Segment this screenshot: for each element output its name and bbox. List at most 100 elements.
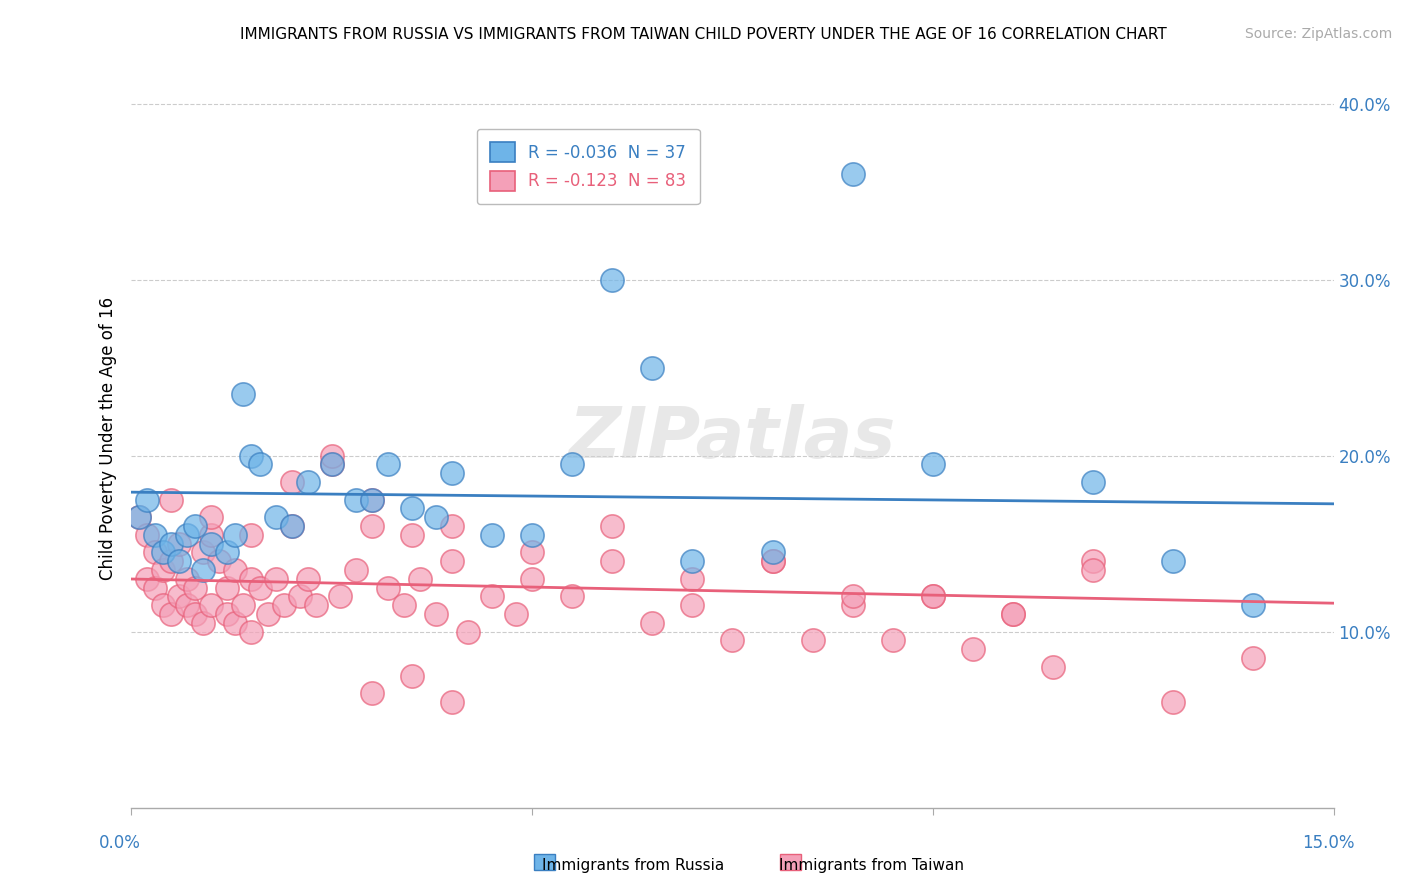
Point — [344, 563, 367, 577]
Point — [409, 572, 432, 586]
Point — [329, 590, 352, 604]
Point — [1243, 651, 1265, 665]
Point — [160, 607, 183, 621]
Point — [176, 572, 198, 586]
Point — [457, 624, 479, 639]
Point — [440, 467, 463, 481]
Point — [440, 554, 463, 568]
Point — [200, 528, 222, 542]
Point — [184, 607, 207, 621]
Point — [761, 554, 783, 568]
Point — [962, 642, 984, 657]
Point — [721, 633, 744, 648]
Point — [425, 510, 447, 524]
Point — [600, 554, 623, 568]
Point — [801, 633, 824, 648]
Point — [240, 528, 263, 542]
Point — [360, 492, 382, 507]
Point — [152, 545, 174, 559]
Point — [921, 590, 943, 604]
Point — [193, 545, 215, 559]
Point — [1081, 475, 1104, 489]
Point — [600, 273, 623, 287]
Point — [321, 458, 343, 472]
Point — [761, 545, 783, 559]
Point — [600, 519, 623, 533]
Point — [169, 554, 191, 568]
Point — [193, 563, 215, 577]
Text: IMMIGRANTS FROM RUSSIA VS IMMIGRANTS FROM TAIWAN CHILD POVERTY UNDER THE AGE OF : IMMIGRANTS FROM RUSSIA VS IMMIGRANTS FRO… — [239, 27, 1167, 42]
Point — [217, 607, 239, 621]
Point — [224, 563, 246, 577]
Point — [377, 581, 399, 595]
Point — [200, 536, 222, 550]
Point — [360, 519, 382, 533]
Point — [208, 554, 231, 568]
Point — [136, 528, 159, 542]
Point — [152, 599, 174, 613]
Point — [561, 590, 583, 604]
Point — [256, 607, 278, 621]
Point — [240, 449, 263, 463]
Legend: R = -0.036  N = 37, R = -0.123  N = 83: R = -0.036 N = 37, R = -0.123 N = 83 — [477, 128, 700, 204]
Point — [169, 536, 191, 550]
Point — [1243, 599, 1265, 613]
Point — [143, 581, 166, 595]
Point — [217, 581, 239, 595]
Point — [841, 167, 863, 181]
Point — [136, 572, 159, 586]
Point — [921, 458, 943, 472]
Point — [224, 615, 246, 630]
Point — [224, 528, 246, 542]
Point — [321, 458, 343, 472]
Point — [401, 668, 423, 682]
Point — [160, 492, 183, 507]
Point — [401, 501, 423, 516]
Point — [143, 528, 166, 542]
Point — [169, 590, 191, 604]
Point — [360, 492, 382, 507]
Point — [321, 449, 343, 463]
Point — [520, 545, 543, 559]
Point — [297, 572, 319, 586]
Point — [128, 510, 150, 524]
Point — [1042, 660, 1064, 674]
Point — [377, 458, 399, 472]
Point — [1081, 563, 1104, 577]
Point — [200, 599, 222, 613]
Point — [280, 519, 302, 533]
Point — [1163, 695, 1185, 709]
Point — [520, 528, 543, 542]
Point — [360, 686, 382, 700]
Point — [681, 572, 703, 586]
Point — [176, 599, 198, 613]
Text: 0.0%: 0.0% — [98, 834, 141, 852]
Point — [184, 519, 207, 533]
Point — [232, 599, 254, 613]
Point — [481, 590, 503, 604]
Y-axis label: Child Poverty Under the Age of 16: Child Poverty Under the Age of 16 — [100, 296, 117, 580]
Text: ZIPatlas: ZIPatlas — [569, 403, 896, 473]
Point — [561, 458, 583, 472]
Point — [1001, 607, 1024, 621]
Point — [392, 599, 415, 613]
Point — [240, 624, 263, 639]
Point — [128, 510, 150, 524]
Point — [882, 633, 904, 648]
Point — [841, 599, 863, 613]
Point — [240, 572, 263, 586]
Point — [280, 475, 302, 489]
Point — [297, 475, 319, 489]
Point — [288, 590, 311, 604]
Point — [520, 572, 543, 586]
Point — [1001, 607, 1024, 621]
Text: Source: ZipAtlas.com: Source: ZipAtlas.com — [1244, 27, 1392, 41]
Point — [440, 519, 463, 533]
Point — [152, 563, 174, 577]
Point — [681, 599, 703, 613]
Point — [641, 360, 664, 375]
Point — [304, 599, 326, 613]
Point — [761, 554, 783, 568]
Point — [641, 615, 664, 630]
Text: 15.0%: 15.0% — [1302, 834, 1355, 852]
